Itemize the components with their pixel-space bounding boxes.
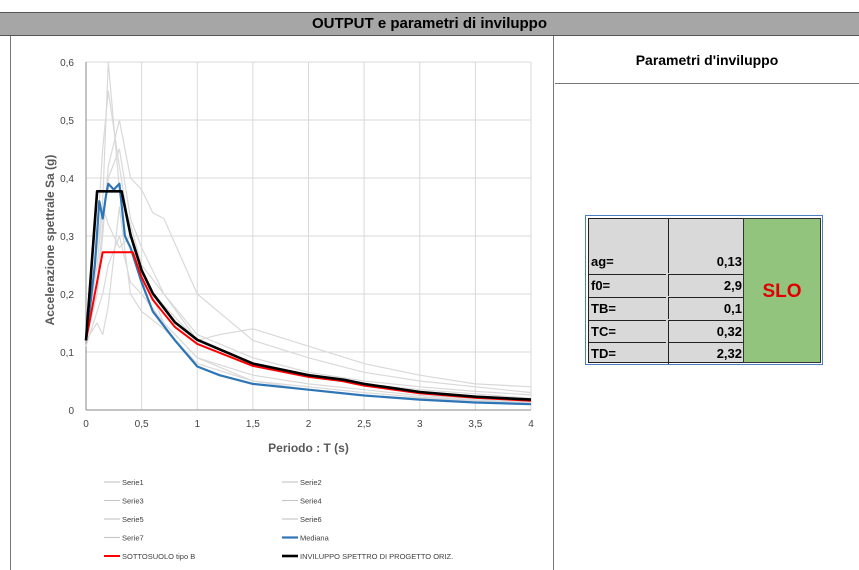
y-tick-label: 0,2 [60,290,74,301]
x-axis-title: Periodo : T (s) [268,441,349,455]
x-tick-label: 1 [194,419,200,430]
x-tick-label: 2,5 [357,419,371,430]
params-title: Parametri d'inviluppo [555,36,859,84]
x-tick-label: 3 [417,419,423,430]
legend-label: Mediana [300,534,330,543]
param-label-td: TD= [588,342,666,364]
series-line-mediana [84,182,532,406]
param-label-f0: f0= [588,274,666,296]
legend-label: Serie1 [122,478,144,487]
legend-label: Serie3 [122,497,144,506]
param-value-td: 2,32 [668,342,744,364]
param-value-tc: 0,32 [668,320,744,342]
x-tick-label: 3,5 [468,419,482,430]
params-blank-cell [668,218,744,252]
output-header: OUTPUT e parametri di inviluppo [0,12,859,36]
params-table: ag= 0,13 f0= 2,9 TB= 0,1 TC= 0,32 TD= 2,… [585,215,823,365]
x-tick-label: 1,5 [246,419,260,430]
chart-panel [10,36,554,570]
param-value-f0: 2,9 [668,274,744,296]
limit-state-badge: SLO [743,218,821,363]
x-tick-label: 0 [83,419,89,430]
param-label-ag: ag= [591,254,614,269]
legend-label: Serie7 [122,534,144,543]
x-tick-label: 4 [528,419,534,430]
param-label-tc: TC= [588,320,666,342]
legend-label: Serie2 [300,478,322,487]
series-line-serie4 [85,206,532,388]
legend-label: Serie5 [122,515,144,524]
legend-label: INVILUPPO SPETTRO DI PROGETTO ORIZ. [300,552,453,561]
y-tick-label: 0,5 [60,116,74,127]
series-line-inviluppo-spettro-di-progetto-oriz [84,190,532,401]
y-tick-label: 0,6 [60,58,74,69]
x-tick-label: 2 [306,419,312,430]
x-tick-label: 0,5 [135,419,149,430]
y-tick-label: 0,1 [60,348,74,359]
legend-label: Serie4 [300,497,322,506]
spectrum-chart: 0 0,5 1 1,5 2 2,5 3 3,5 4 0 0,1 0,2 0,3 0,4 0,5 0,6 Peri… [43,58,534,561]
y-tick-label: 0,3 [60,232,74,243]
y-axis-title: Accelerazione spettrale Sa (g) [43,155,57,326]
legend-label: Serie6 [300,515,322,524]
param-value-ag: 0,13 [668,251,744,273]
param-value-tb: 0,1 [668,297,744,319]
y-tick-label: 0,4 [60,174,74,185]
legend-label: SOTTOSUOLO tipo B [122,552,195,561]
series-line-serie6 [85,206,532,404]
y-tick-label: 0 [68,406,74,417]
param-label-tb: TB= [588,297,666,319]
